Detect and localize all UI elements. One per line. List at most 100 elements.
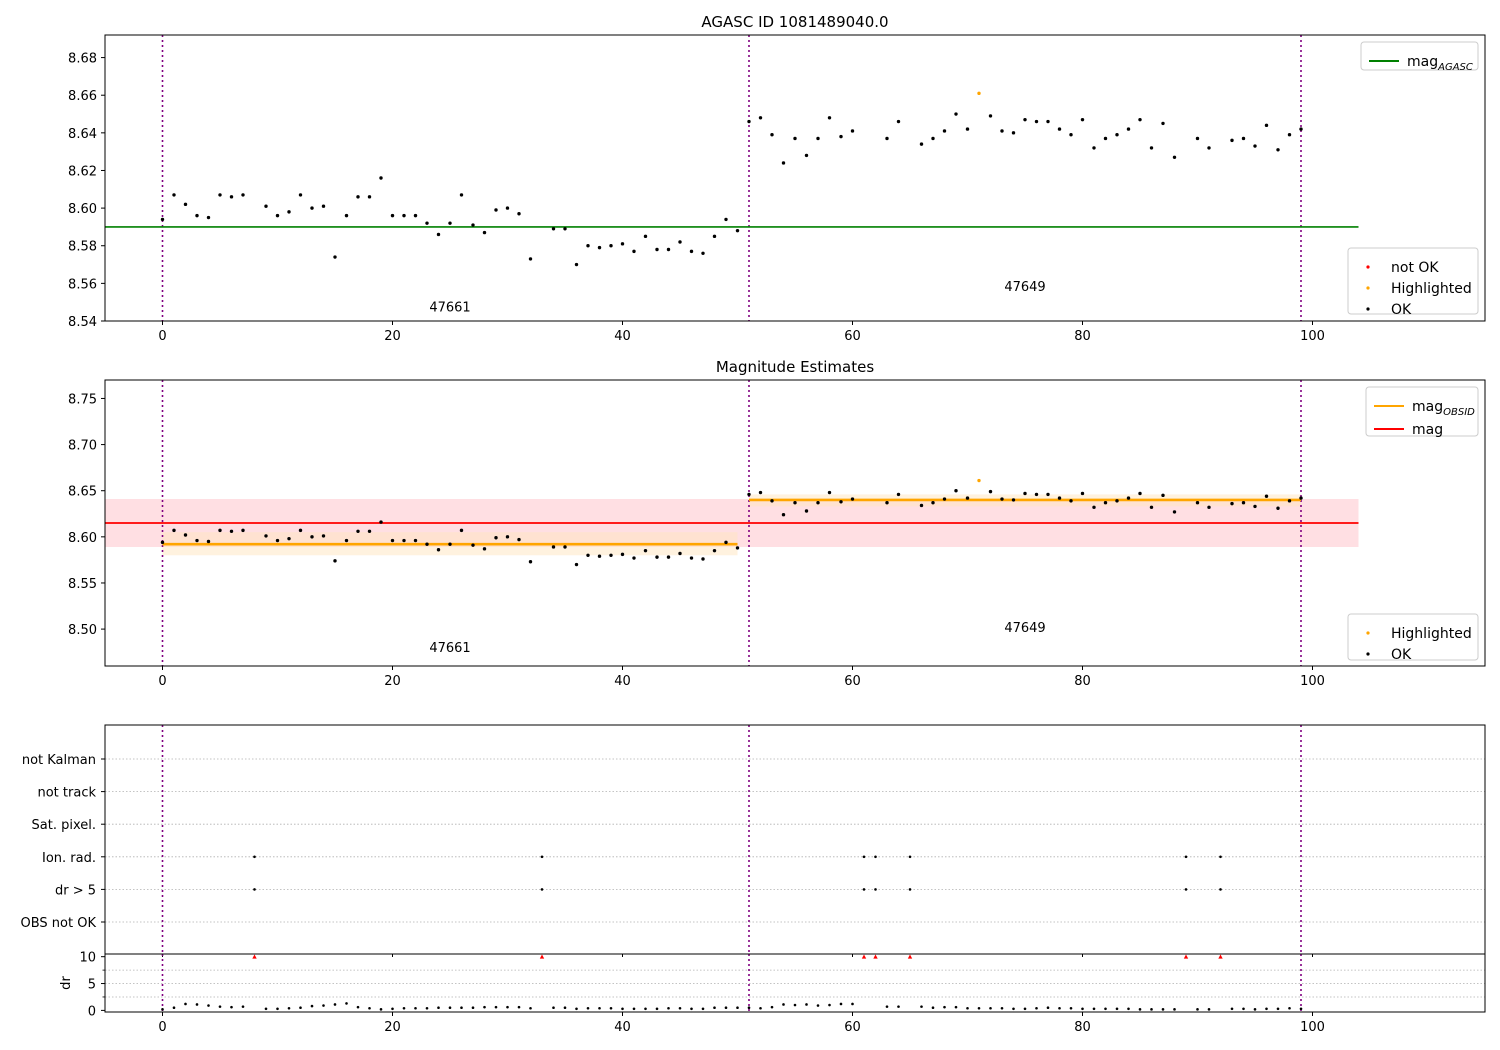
data-point (1299, 496, 1303, 500)
data-point (517, 212, 521, 216)
legend-box (1347, 247, 1479, 315)
dr-point (713, 1006, 716, 1010)
data-point (1011, 131, 1016, 135)
dr-point (1196, 1008, 1199, 1011)
x-tick-label: 0 (158, 674, 166, 689)
data-point (988, 489, 993, 494)
data-point (229, 195, 234, 199)
y-tick-label: 8.75 (68, 392, 97, 407)
y-tick-label: 8.58 (68, 240, 97, 255)
legend-label-subscript: AGASC (1437, 62, 1473, 73)
data-point (413, 213, 418, 218)
data-point (896, 119, 901, 124)
data-point (919, 503, 924, 508)
legend-box (1347, 613, 1479, 661)
dr-point (1081, 1007, 1084, 1011)
data-point (494, 536, 498, 540)
data-point (632, 249, 636, 254)
data-point (448, 542, 452, 546)
dr-point (552, 1006, 555, 1010)
data-point (1138, 117, 1142, 122)
data-point (609, 553, 613, 557)
legend-label: Highlighted (1391, 281, 1472, 297)
dr-point (1138, 1008, 1142, 1011)
dr-point (586, 1006, 590, 1010)
legend-label-subscript: OBSID (1443, 407, 1475, 418)
y-tick-label: 10 (79, 951, 96, 966)
data-point (206, 215, 211, 220)
data-point (954, 112, 958, 116)
data-point (793, 501, 797, 505)
data-point (954, 489, 958, 493)
data-point (1287, 499, 1292, 503)
data-point (1000, 497, 1004, 501)
data-point (494, 208, 498, 212)
data-point (666, 247, 671, 252)
data-point (344, 538, 349, 543)
dr-point (1265, 1007, 1268, 1011)
data-point (1000, 129, 1004, 133)
data-point (597, 554, 602, 558)
dr-point (977, 1006, 981, 1010)
dr-point (655, 1007, 659, 1011)
data-point (643, 234, 648, 239)
dr-point (632, 1007, 636, 1011)
data-point (287, 210, 291, 214)
data-point (965, 496, 970, 500)
data-point (574, 562, 579, 567)
dr-point (782, 1003, 785, 1006)
data-point (505, 535, 510, 539)
data-point (678, 240, 682, 244)
data-point (1276, 506, 1280, 510)
y-tick-label: 8.70 (68, 439, 97, 454)
data-point (689, 249, 694, 254)
y-tick-label: 8.62 (68, 164, 97, 179)
x-tick-label: 0 (158, 329, 166, 344)
data-point (183, 533, 188, 537)
x-tick-label: 60 (844, 329, 861, 344)
legend-point-swatch (1366, 286, 1370, 290)
dr-point (1276, 1007, 1280, 1011)
legend-label: OK (1391, 302, 1412, 318)
legend-box (1365, 386, 1479, 437)
data-point (241, 528, 245, 533)
y-tick-label: 8.66 (68, 89, 97, 104)
data-point (517, 537, 521, 542)
flag-point (540, 888, 544, 891)
dr-point (471, 1006, 475, 1010)
data-point (827, 490, 832, 495)
dr-point (690, 1007, 693, 1011)
data-point (1115, 133, 1119, 137)
dr-point (184, 1002, 187, 1006)
dr-point (1127, 1007, 1130, 1011)
data-point (1080, 117, 1085, 122)
dr-point (218, 1005, 222, 1008)
data-point (735, 228, 740, 233)
y-tick-label: 8.60 (68, 202, 97, 217)
data-point (1092, 146, 1096, 150)
dr-point (621, 1007, 624, 1011)
data-point (942, 497, 947, 501)
data-point (632, 556, 636, 560)
legend-label-base: mag (1412, 399, 1443, 415)
legend-point-swatch (1366, 265, 1370, 269)
dr-point (1150, 1008, 1153, 1011)
data-point (1276, 148, 1280, 152)
data-point (827, 116, 832, 120)
dr-point (989, 1006, 992, 1010)
chart-title: AGASC ID 1081489040.0 (701, 13, 888, 31)
dr-point (494, 1005, 498, 1009)
data-point (793, 136, 797, 141)
data-point (448, 221, 452, 225)
data-point (804, 509, 809, 513)
dr-point (414, 1006, 417, 1010)
x-tick-label: 20 (384, 674, 401, 689)
dr-point (1230, 1007, 1234, 1011)
obsid-label: 47649 (1004, 280, 1045, 295)
data-point (310, 206, 314, 210)
data-point (758, 490, 763, 495)
dr-point (563, 1006, 567, 1010)
data-point (850, 129, 855, 133)
data-point (298, 193, 303, 197)
